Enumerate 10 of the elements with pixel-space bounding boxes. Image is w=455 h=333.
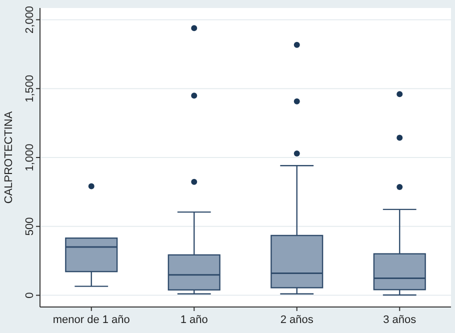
x-tick-label: 1 año (180, 314, 208, 326)
x-tick-label: 3 años (383, 314, 417, 326)
y-tick-label: 0 (24, 292, 36, 298)
x-tick-label: 2 años (280, 314, 314, 326)
y-axis-title: CALPROTECTINA (3, 110, 15, 204)
y-tick-label: 1,000 (24, 144, 36, 172)
y-tick-label: 500 (24, 217, 36, 236)
y-tick-label: 1,500 (24, 74, 36, 102)
x-tick-label: menor de 1 año (52, 314, 130, 326)
y-tick-label: 2,000 (24, 6, 36, 34)
